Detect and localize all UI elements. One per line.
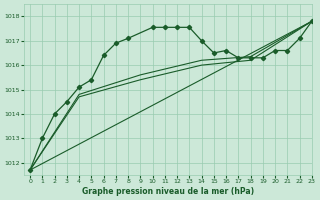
X-axis label: Graphe pression niveau de la mer (hPa): Graphe pression niveau de la mer (hPa) bbox=[82, 187, 254, 196]
